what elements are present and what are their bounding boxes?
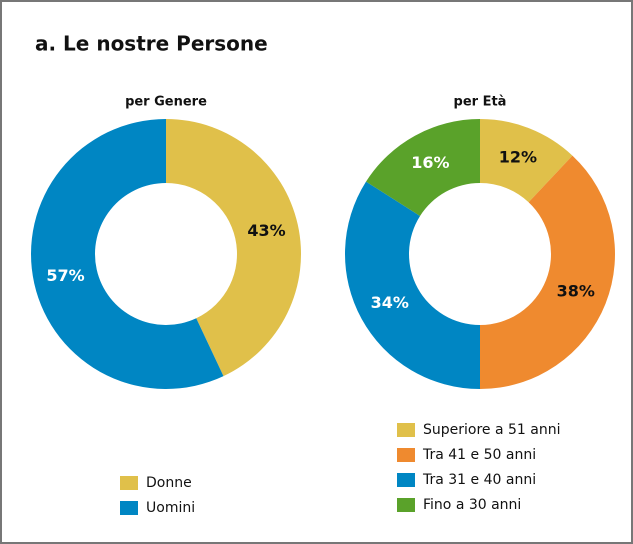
donut-slice: [166, 119, 301, 377]
value-label: 38%: [557, 281, 595, 300]
legend-swatch: [397, 448, 415, 462]
legend-label: Fino a 30 anni: [423, 497, 521, 513]
donut-slice: [345, 181, 480, 389]
value-label: 16%: [411, 153, 449, 172]
page-title: a. Le nostre Persone: [35, 32, 268, 56]
chart-subtitle: per Età: [454, 95, 507, 110]
donut-slice: [480, 119, 573, 203]
legend-label: Donne: [146, 475, 192, 491]
legend-label: Tra 31 e 40 anni: [422, 472, 536, 488]
legend-label: Superiore a 51 anni: [423, 422, 561, 438]
legend-swatch: [397, 498, 415, 512]
legend-label: Tra 41 e 50 anni: [422, 447, 536, 463]
legend-swatch: [397, 473, 415, 487]
legend-swatch: [397, 423, 415, 437]
chart-subtitle: per Genere: [125, 95, 207, 110]
value-label: 12%: [499, 148, 537, 167]
legend-label: Uomini: [146, 500, 195, 516]
value-label: 43%: [247, 221, 285, 240]
value-label: 57%: [46, 266, 84, 285]
donut-slice: [366, 119, 480, 216]
legend-swatch: [120, 476, 138, 490]
legend-swatch: [120, 501, 138, 515]
donut-slice: [31, 119, 224, 389]
value-label: 34%: [371, 293, 409, 312]
donut-slice: [480, 155, 615, 389]
